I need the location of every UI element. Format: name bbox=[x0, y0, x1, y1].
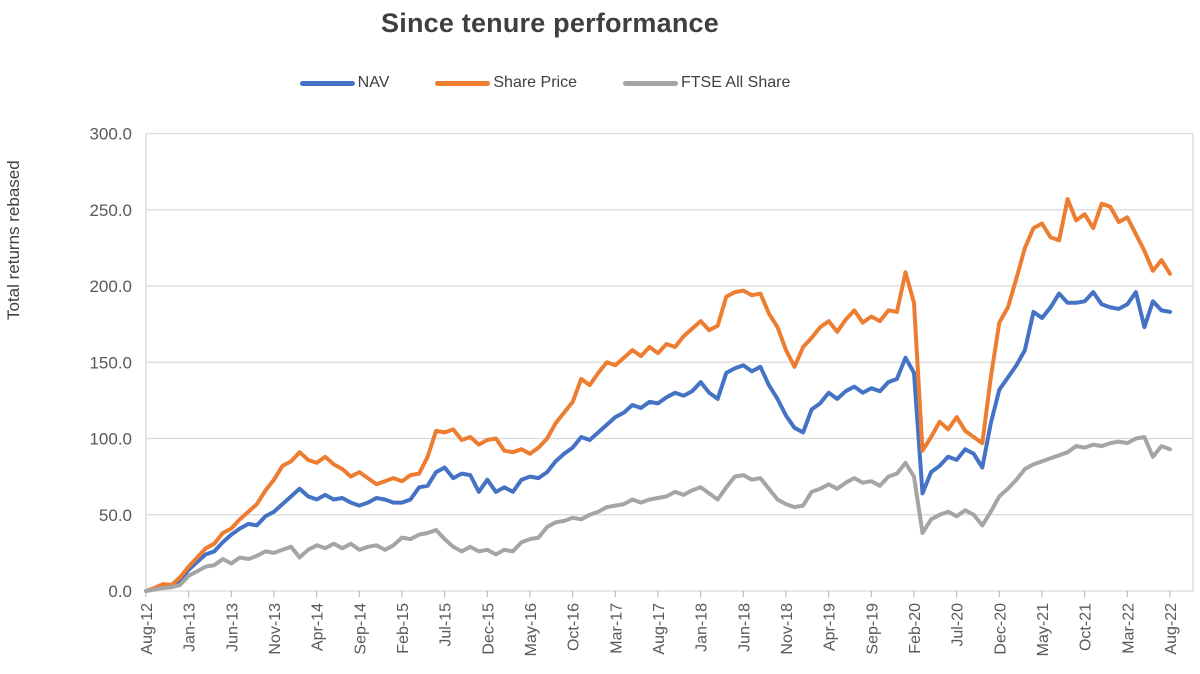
x-tick-label: Jun-13 bbox=[224, 603, 241, 652]
series-line-ftse-all-share bbox=[144, 435, 1172, 593]
x-tick-label: Jan-13 bbox=[182, 603, 199, 652]
x-tick-label: Feb-20 bbox=[907, 603, 924, 654]
y-tick-label: 250.0 bbox=[89, 201, 132, 220]
y-tick-label: 0.0 bbox=[108, 582, 132, 601]
y-tick-label: 100.0 bbox=[89, 430, 132, 449]
series-line-nav bbox=[144, 290, 1172, 593]
x-tick-label: Jul-15 bbox=[438, 603, 455, 647]
legend-label-ftse-all-share: FTSE All Share bbox=[680, 74, 791, 91]
legend-label-share-price: Share Price bbox=[493, 74, 577, 91]
x-tick-label: Feb-15 bbox=[395, 603, 412, 654]
legend-label-nav: NAV bbox=[357, 74, 390, 91]
x-tick-label: Mar-17 bbox=[608, 603, 625, 654]
x-tick-label: Aug-12 bbox=[139, 603, 156, 655]
x-tick-label: Oct-16 bbox=[566, 603, 583, 651]
x-tick-label: Dec-20 bbox=[992, 603, 1009, 655]
x-tick-label: Mar-22 bbox=[1120, 603, 1137, 654]
legend-item-share-price: Share Price bbox=[435, 74, 577, 92]
x-tick-label: Sep-19 bbox=[864, 603, 881, 655]
x-tick-label: Apr-19 bbox=[822, 603, 839, 651]
y-tick-label: 150.0 bbox=[89, 353, 132, 372]
x-tick-label: May-21 bbox=[1035, 603, 1052, 656]
y-tick-label: 300.0 bbox=[89, 125, 132, 144]
x-tick-label: Apr-14 bbox=[310, 603, 327, 651]
x-tick-label: Jan-18 bbox=[694, 603, 711, 652]
legend-item-nav: NAV bbox=[299, 74, 390, 92]
y-tick-label: 50.0 bbox=[99, 506, 132, 525]
x-tick-label: Dec-15 bbox=[480, 603, 497, 655]
x-tick-label: Sep-14 bbox=[352, 603, 369, 655]
x-tick-label: Jul-20 bbox=[950, 603, 967, 647]
x-tick-label: May-16 bbox=[523, 603, 540, 656]
nav-line-swatch-icon bbox=[299, 80, 355, 86]
legend: NAV Share Price FTSE All Share bbox=[0, 74, 1090, 92]
x-tick-label: Oct-21 bbox=[1078, 603, 1095, 651]
x-tick-label: Jun-18 bbox=[736, 603, 753, 652]
chart-title: Since tenure performance bbox=[381, 8, 719, 38]
y-tick-label: 200.0 bbox=[89, 277, 132, 296]
legend-item-ftse-all-share: FTSE All Share bbox=[622, 74, 791, 92]
share-price-line-swatch-icon bbox=[435, 80, 491, 86]
ftse-all-share-line-swatch-icon bbox=[622, 80, 678, 86]
x-tick-label: Nov-18 bbox=[779, 603, 796, 655]
series-line-share-price bbox=[144, 197, 1172, 593]
x-tick-label: Aug-17 bbox=[651, 603, 668, 655]
x-tick-label: Aug-22 bbox=[1163, 603, 1180, 655]
x-tick-label: Nov-13 bbox=[267, 603, 284, 655]
